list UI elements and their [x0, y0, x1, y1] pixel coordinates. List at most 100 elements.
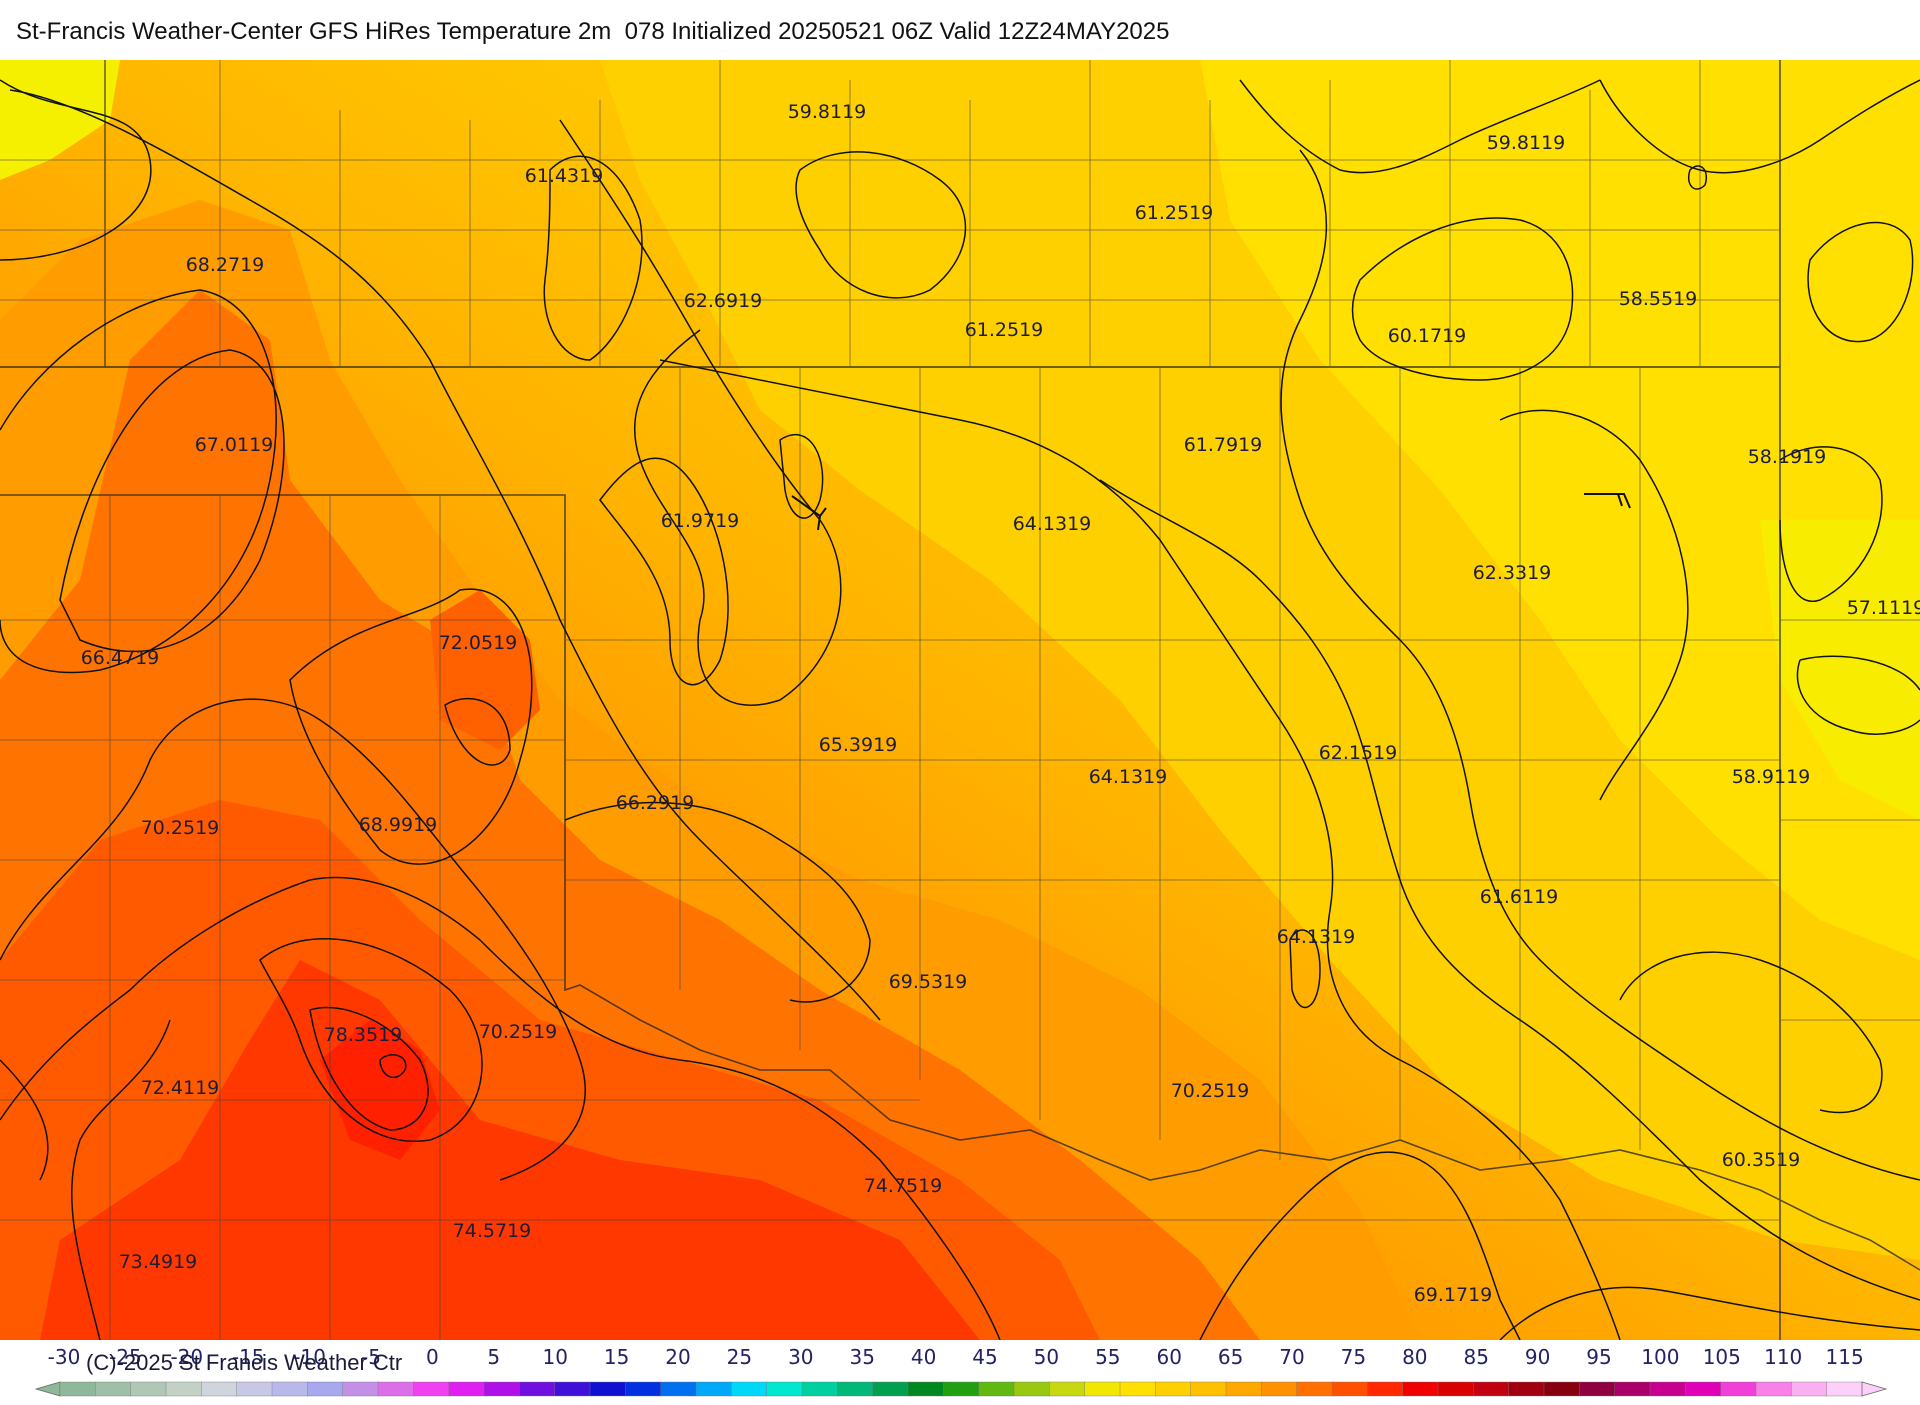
colorbar-tick-label: -25	[109, 1345, 142, 1369]
colorbar-swatch	[1296, 1381, 1333, 1397]
contour-line	[9, 89, 881, 1021]
temperature-value-label: 73.4919	[119, 1251, 198, 1273]
colorbar-swatch	[1755, 1381, 1793, 1397]
temperature-colorbar: -30 -25 -20 -15 -10 -5 0 5 10 15 20 25 30 35 40 45 50 55 6…	[0, 1340, 1920, 1400]
temperature-value-label: 58.1919	[1748, 446, 1827, 468]
temperature-value-label: 67.0119	[195, 434, 274, 456]
colorbar-swatch	[625, 1381, 662, 1397]
colorbar-swatch	[1685, 1381, 1722, 1397]
temperature-value-label: 78.3519	[324, 1024, 403, 1046]
contour-line	[259, 938, 483, 1142]
contour-line	[379, 1054, 407, 1079]
colorbar-swatch	[271, 1381, 309, 1397]
colorbar-swatch	[766, 1381, 803, 1397]
colorbar-tick-label: 15	[604, 1345, 629, 1369]
temperature-value-label: 70.2519	[1171, 1080, 1250, 1102]
contour-line	[1619, 951, 1883, 1114]
temperature-value-label: 61.2519	[1135, 202, 1214, 224]
contour-line	[1351, 217, 1574, 381]
colorbar-swatch	[1261, 1381, 1298, 1397]
band-cool	[1200, 60, 1920, 960]
colorbar-swatch	[201, 1381, 238, 1397]
temperature-value-label: 68.2719	[186, 254, 265, 276]
contour-line	[779, 433, 824, 519]
colorbar-swatch	[1473, 1381, 1510, 1397]
contour-line	[599, 457, 729, 686]
colorbar-swatch	[1190, 1381, 1227, 1397]
contour-line	[0, 79, 152, 261]
temperature-value-label: 58.9119	[1732, 766, 1811, 788]
colorbar-swatch	[236, 1381, 273, 1397]
copyright-notice: (C)-2025 St Francis Weather Ctr	[86, 1350, 403, 1375]
colorbar-swatch	[342, 1381, 379, 1397]
colorbar-tick-label: 50	[1034, 1345, 1059, 1369]
colorbar-tick-label: 30	[788, 1345, 813, 1369]
colorbar-swatches	[34, 1381, 1888, 1397]
temperature-value-label: 62.6919	[684, 290, 763, 312]
map-title: St-Francis Weather-Center GFS HiRes Temp…	[16, 18, 1170, 45]
band-northwest-cool	[0, 60, 120, 180]
contour-line	[1807, 221, 1914, 343]
colorbar-swatch	[377, 1381, 415, 1397]
temperature-value-label: 61.2519	[965, 319, 1044, 341]
contour-line	[559, 119, 842, 706]
contour-line	[0, 289, 277, 674]
colorbar-swatch	[165, 1381, 203, 1397]
band-coolest	[1760, 520, 1920, 820]
colorbar-tick-label: 20	[665, 1345, 690, 1369]
temperature-value-label: 66.2919	[616, 792, 695, 814]
colorbar-tick-label: 5	[487, 1345, 500, 1369]
temperature-value-label: 74.7519	[864, 1175, 943, 1197]
colorbar-swatch	[1225, 1381, 1263, 1397]
colorbar-swatch	[1614, 1381, 1651, 1397]
contour-line	[1499, 1286, 1920, 1340]
colorbar-swatch	[483, 1381, 521, 1397]
colorbar-tick-label: -15	[232, 1345, 265, 1369]
colorbar-tick-label: 35	[849, 1345, 874, 1369]
colorbar-swatch	[1543, 1381, 1581, 1397]
colorbar-swatch	[1049, 1381, 1086, 1397]
colorbar-tick-label: 40	[911, 1345, 936, 1369]
contour-line	[71, 1019, 171, 1340]
colorbar-swatch	[907, 1381, 945, 1397]
colorbar-swatch	[1508, 1381, 1545, 1397]
contour-line	[659, 359, 1621, 1340]
borders	[0, 60, 1920, 1340]
colorbar-tick-label: 115	[1826, 1345, 1864, 1369]
contour-line	[444, 697, 511, 766]
contour-line	[59, 349, 285, 653]
contour-line	[309, 1006, 429, 1131]
colorbar-swatch	[413, 1381, 450, 1397]
colorbar-tick-label: 105	[1703, 1345, 1741, 1369]
colorbar-swatch	[519, 1381, 556, 1397]
contour-line	[289, 588, 533, 865]
contour-line	[0, 876, 1001, 1340]
colorbar-swatch	[1119, 1381, 1157, 1397]
temperature-value-label: 61.9719	[661, 510, 740, 532]
temperature-value-label: 61.4319	[525, 165, 604, 187]
temperature-value-label: 61.6119	[1480, 886, 1559, 908]
colorbar-swatch	[1826, 1381, 1863, 1397]
temperature-value-label: 74.5719	[453, 1220, 532, 1242]
temperature-value-label: 66.4719	[81, 647, 160, 669]
temperature-value-label: 58.5519	[1619, 288, 1698, 310]
temperature-value-label: 59.8119	[1487, 132, 1566, 154]
colorbar-swatch	[59, 1381, 97, 1397]
temperature-value-label: 62.3319	[1473, 562, 1552, 584]
temperature-value-label: 69.1719	[1414, 1284, 1493, 1306]
colorbar-swatch	[943, 1381, 980, 1397]
wind-barb	[1584, 493, 1631, 509]
colorbar-swatch	[554, 1381, 591, 1397]
contour-line	[1499, 409, 1689, 801]
colorbar-swatch	[1367, 1381, 1404, 1397]
colorbar-swatch	[1649, 1381, 1687, 1397]
temperature-value-label: 70.2519	[479, 1021, 558, 1043]
colorbar-swatch	[1084, 1381, 1121, 1397]
temperature-map: 59.8119 61.4319 59.8119 61.2519 68.2719 62.69…	[0, 60, 1920, 1340]
temperature-labels: 59.8119 61.4319 59.8119 61.2519 68.2719 62.69…	[81, 101, 1920, 1306]
colorbar-swatch	[978, 1381, 1015, 1397]
contour-line	[1779, 446, 1883, 603]
temperature-bands	[0, 60, 1920, 1340]
colorbar-tick-label: 70	[1279, 1345, 1304, 1369]
colorbar-tick-label: -5	[361, 1345, 381, 1369]
